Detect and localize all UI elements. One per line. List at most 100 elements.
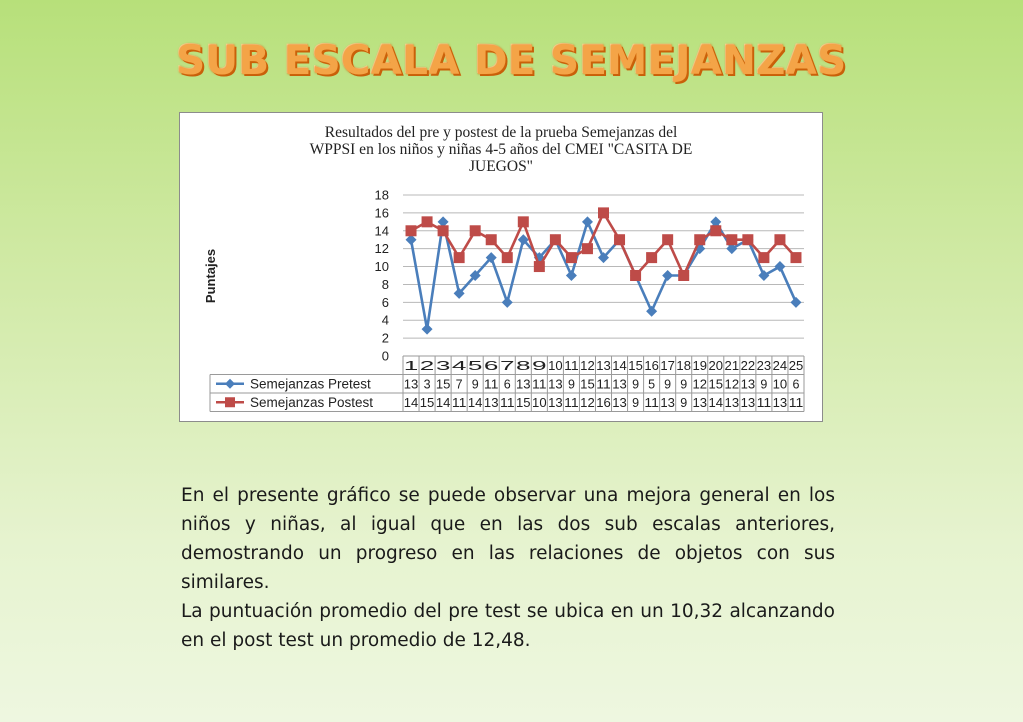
postest-point bbox=[469, 225, 481, 237]
legend-label: Semejanzas Pretest bbox=[250, 377, 371, 392]
chart-title-line: JUEGOS" bbox=[469, 158, 533, 175]
table-value: 13 bbox=[773, 396, 788, 410]
pretest-point bbox=[421, 323, 433, 335]
legend-marker bbox=[225, 378, 235, 389]
pretest-point bbox=[437, 216, 449, 228]
table-value: 13 bbox=[548, 396, 563, 410]
description-text: En el presente gráfico se puede observar… bbox=[181, 481, 835, 655]
slide-title: SUB ESCALA DE SEMEJANZAS bbox=[176, 38, 847, 84]
table-value: 13 bbox=[612, 378, 627, 392]
y-tick-label: 0 bbox=[382, 349, 389, 364]
pretest-point bbox=[581, 216, 593, 228]
table-value: 11 bbox=[757, 396, 772, 410]
table-value: 5 bbox=[648, 378, 655, 392]
pretest-point bbox=[517, 234, 529, 246]
table-value: 14 bbox=[709, 396, 724, 410]
table-value: 13 bbox=[516, 378, 531, 392]
pretest-point bbox=[710, 216, 722, 228]
x-category-label: 5 bbox=[468, 359, 483, 373]
postest-point bbox=[598, 207, 609, 219]
table-value: 15 bbox=[436, 378, 451, 392]
pretest-point bbox=[662, 270, 674, 281]
line-chart: Resultados del pre y postest de la prueb… bbox=[203, 124, 805, 412]
pretest-point bbox=[726, 243, 738, 255]
pretest-point bbox=[405, 234, 417, 246]
y-tick-label: 16 bbox=[375, 205, 389, 220]
postest-point bbox=[646, 252, 658, 264]
table-value: 13 bbox=[725, 396, 740, 410]
postest-point bbox=[774, 234, 786, 246]
table-value: 13 bbox=[692, 396, 707, 410]
table-value: 3 bbox=[424, 378, 431, 392]
table-value: 13 bbox=[660, 396, 675, 410]
table-value: 11 bbox=[452, 396, 467, 410]
y-tick-label: 10 bbox=[375, 259, 389, 274]
table-value: 13 bbox=[612, 396, 627, 410]
table-value: 13 bbox=[548, 378, 563, 392]
table-value: 11 bbox=[596, 378, 611, 392]
paragraph-2: La puntuación promedio del pre test se u… bbox=[181, 601, 835, 651]
x-category-label: 6 bbox=[484, 359, 499, 373]
x-category-label: 11 bbox=[564, 359, 579, 373]
table-value: 12 bbox=[725, 378, 740, 392]
postest-point bbox=[678, 270, 690, 281]
table-value: 10 bbox=[532, 396, 547, 410]
x-category-label: 13 bbox=[596, 359, 611, 373]
chart-title-line: WPPSI en los niños y niñas 4-5 años del … bbox=[310, 141, 693, 158]
table-value: 9 bbox=[632, 378, 639, 392]
table-value: 11 bbox=[532, 378, 547, 392]
postest-point bbox=[437, 225, 449, 237]
table-value: 9 bbox=[680, 396, 687, 410]
pretest-point bbox=[758, 270, 770, 281]
table-value: 14 bbox=[468, 396, 483, 410]
postest-point bbox=[581, 243, 593, 255]
table-value: 9 bbox=[472, 378, 479, 392]
y-tick-label: 12 bbox=[375, 241, 389, 256]
x-category-label: 4 bbox=[452, 359, 467, 373]
x-category-label: 16 bbox=[644, 359, 659, 373]
postest-point bbox=[758, 252, 770, 264]
table-value: 13 bbox=[741, 396, 756, 410]
postest-point bbox=[742, 234, 754, 246]
y-tick-label: 4 bbox=[382, 313, 389, 328]
postest-point bbox=[694, 234, 706, 246]
pretest-point bbox=[598, 252, 609, 264]
table-value: 11 bbox=[564, 396, 579, 410]
pretest-point bbox=[469, 270, 481, 281]
x-category-label: 14 bbox=[612, 359, 627, 373]
postest-point bbox=[517, 216, 529, 228]
x-category-label: 21 bbox=[725, 359, 740, 373]
pretest-point bbox=[790, 296, 802, 308]
x-category-label: 10 bbox=[548, 359, 563, 373]
pretest-point bbox=[774, 261, 786, 273]
x-category-label: 17 bbox=[660, 359, 675, 373]
x-category-label: 25 bbox=[789, 359, 804, 373]
postest-point bbox=[421, 216, 433, 228]
x-category-label: 12 bbox=[580, 359, 595, 373]
y-tick-label: 8 bbox=[382, 277, 389, 292]
table-value: 13 bbox=[484, 396, 499, 410]
table-value: 14 bbox=[436, 396, 451, 410]
table-value: 12 bbox=[580, 396, 595, 410]
table-value: 12 bbox=[692, 378, 707, 392]
x-category-label: 22 bbox=[741, 359, 756, 373]
postest-point bbox=[710, 225, 722, 237]
y-tick-label: 2 bbox=[382, 331, 389, 346]
postest-point bbox=[549, 234, 561, 246]
pretest-point bbox=[565, 270, 577, 281]
table-value: 6 bbox=[793, 378, 800, 392]
table-value: 6 bbox=[504, 378, 511, 392]
x-category-label: 7 bbox=[500, 359, 515, 373]
table-value: 9 bbox=[632, 396, 639, 410]
x-category-label: 18 bbox=[676, 359, 691, 373]
postest-point bbox=[485, 234, 497, 246]
x-category-label: 2 bbox=[420, 359, 435, 373]
table-value: 13 bbox=[404, 378, 419, 392]
x-category-label: 24 bbox=[773, 359, 788, 373]
table-value: 9 bbox=[664, 378, 671, 392]
y-axis-label: Puntajes bbox=[203, 249, 218, 303]
table-value: 15 bbox=[709, 378, 724, 392]
table-value: 11 bbox=[789, 396, 804, 410]
postest-point bbox=[662, 234, 674, 246]
x-category-label: 15 bbox=[628, 359, 643, 373]
